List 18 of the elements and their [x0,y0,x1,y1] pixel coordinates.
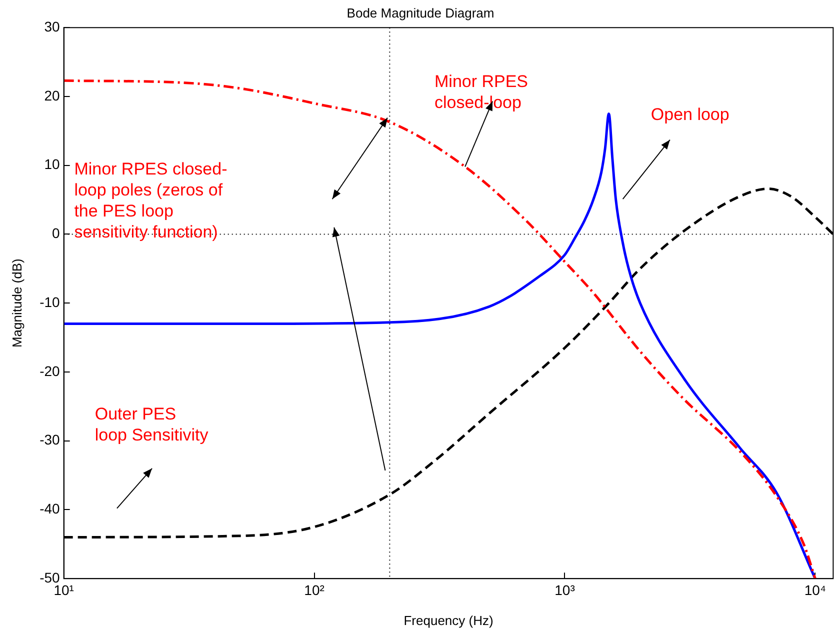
y-tick-label: -30 [40,432,60,448]
annotation: Open loop [650,104,730,124]
y-tick-label: -40 [40,500,60,517]
annotation: Minor RPES closed-loop [434,72,528,112]
y-axis-title: Magnitude (dB) [9,258,24,348]
x-tick-label: 10² [304,582,325,598]
y-tick-label: -10 [40,294,60,310]
y-tick-label: 0 [52,225,60,242]
y-tick-label: 20 [44,87,60,104]
y-tick-label: 10 [44,156,60,172]
x-tick-label: 10³ [554,582,576,598]
y-tick-label: -20 [40,362,60,379]
x-tick-label: 10⁴ [804,582,826,598]
annotation: Minor RPES closed- loop poles (zeros of the PES loop sensitivity function) [74,159,228,242]
annotation: Outer PES loop Sensitivity [94,404,209,445]
chart-title: Bode Magnitude Diagram [346,5,494,20]
x-axis-title: Frequency (Hz) [404,612,494,628]
y-tick-label: 30 [44,18,60,34]
